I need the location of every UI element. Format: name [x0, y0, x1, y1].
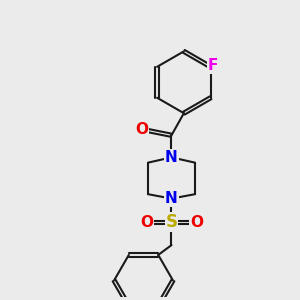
Text: O: O: [190, 214, 203, 230]
Text: F: F: [208, 58, 218, 73]
Text: S: S: [166, 213, 178, 231]
Text: N: N: [165, 150, 178, 165]
Text: O: O: [135, 122, 148, 137]
Text: N: N: [165, 191, 178, 206]
Text: O: O: [140, 214, 153, 230]
